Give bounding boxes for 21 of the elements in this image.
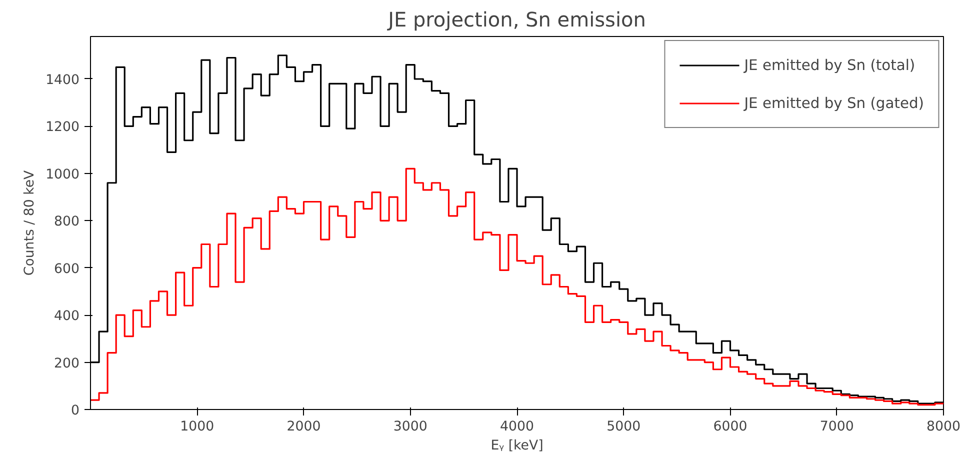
y-axis-title: Counts / 80 keV <box>22 170 38 276</box>
y-tick-label: 1400 <box>46 72 80 88</box>
x-tick-label: 3000 <box>393 420 428 434</box>
x-tick-label: 6000 <box>713 420 748 434</box>
legend-label: JE emitted by Sn (total) <box>744 56 916 74</box>
x-tick-label: 8000 <box>926 420 960 434</box>
x-axis-title: Eᵧ [keV] <box>490 438 544 454</box>
y-tick-label: 1200 <box>46 120 80 136</box>
y-tick-label: 400 <box>54 309 80 324</box>
x-tick-label: 7000 <box>820 420 854 434</box>
y-tick-label: 200 <box>54 356 80 372</box>
x-tick-label: 2000 <box>286 420 321 434</box>
x-tick-label: 1000 <box>180 420 214 434</box>
y-tick-label: 1000 <box>46 167 80 182</box>
legend-label: JE emitted by Sn (gated) <box>744 94 924 112</box>
x-tick-label: 4000 <box>500 420 534 434</box>
y-tick-label: 800 <box>54 214 80 230</box>
y-tick-label: 0 <box>71 404 80 418</box>
x-tick-label: 5000 <box>606 420 641 434</box>
chart-title: JE projection, Sn emission <box>386 8 646 32</box>
y-tick-label: 600 <box>54 262 80 277</box>
